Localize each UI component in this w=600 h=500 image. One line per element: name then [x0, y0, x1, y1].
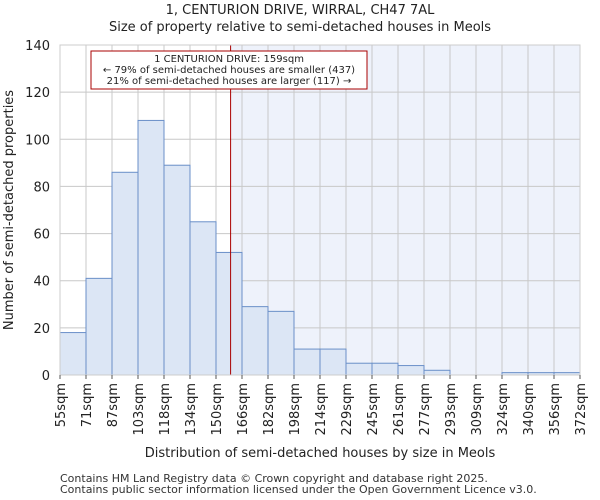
x-tick-label: 340sqm: [522, 383, 537, 436]
y-tick-label: 60: [33, 228, 50, 243]
x-tick-label: 293sqm: [444, 383, 459, 436]
bar: [397, 365, 425, 376]
x-tick-label: 71sqm: [80, 383, 95, 427]
bar: [85, 277, 113, 376]
x-tick-label: 309sqm: [470, 383, 485, 436]
y-axis-label: Number of semi-detached properties: [2, 90, 17, 330]
bar: [189, 221, 217, 376]
x-tick-label: 87sqm: [106, 383, 121, 427]
bars: [59, 119, 581, 376]
x-tick-label: 103sqm: [132, 383, 147, 436]
y-tick-label: 0: [42, 369, 50, 384]
chart-subtitle: Size of property relative to semi-detach…: [108, 20, 492, 35]
x-tick-label: 245sqm: [366, 383, 381, 436]
x-tick-label: 198sqm: [288, 383, 303, 436]
annotation-box: [90, 50, 368, 90]
x-tick-label: 134sqm: [184, 383, 199, 436]
y-tick-label: 140: [25, 39, 50, 54]
annotation-line-1: 1 CENTURION DRIVE: 159sqm: [154, 54, 304, 65]
x-tick-label: 55sqm: [54, 383, 69, 427]
y-tick-label: 20: [33, 322, 50, 337]
x-tick-label: 277sqm: [418, 383, 433, 436]
y-tick-label: 80: [33, 180, 50, 195]
footer-line-2: Contains public sector information licen…: [60, 483, 537, 496]
bar: [111, 171, 139, 376]
bar: [371, 362, 399, 376]
bar: [137, 119, 165, 376]
x-tick-label: 356sqm: [548, 383, 563, 436]
y-tick-label: 120: [25, 86, 50, 101]
x-tick-label: 261sqm: [392, 383, 407, 436]
y-axis-ticks: 0 20 40 60 80 100 120 140: [25, 39, 50, 384]
bar: [163, 164, 191, 376]
annotation-line-2: ← 79% of semi-detached houses are smalle…: [103, 65, 355, 76]
bar: [215, 251, 243, 376]
bar: [267, 310, 295, 376]
chart-title: 1, CENTURION DRIVE, WIRRAL, CH47 7AL: [165, 3, 435, 18]
bar: [59, 332, 87, 376]
bar: [241, 306, 269, 376]
x-axis-label: Distribution of semi-detached houses by …: [145, 446, 496, 461]
y-tick-label: 100: [25, 133, 50, 148]
bar: [293, 348, 321, 376]
footer-line-1: Contains HM Land Registry data © Crown c…: [60, 472, 488, 485]
x-axis-ticks: 55sqm 71sqm 87sqm 103sqm 118sqm 134sqm 150sqm 1…: [54, 375, 589, 436]
x-tick-label: 214sqm: [314, 383, 329, 436]
x-tick-label: 118sqm: [158, 383, 173, 436]
bar: [423, 369, 451, 376]
x-tick-label: 182sqm: [262, 383, 277, 436]
y-tick-label: 40: [33, 275, 50, 290]
bar: [345, 362, 373, 376]
x-tick-label: 150sqm: [210, 383, 225, 436]
x-tick-label: 324sqm: [496, 383, 511, 436]
x-tick-label: 372sqm: [574, 383, 589, 436]
annotation-line-3: 21% of semi-detached houses are larger (…: [107, 76, 352, 87]
x-tick-label: 229sqm: [340, 383, 355, 436]
bar: [319, 348, 347, 376]
x-tick-label: 166sqm: [236, 383, 251, 436]
